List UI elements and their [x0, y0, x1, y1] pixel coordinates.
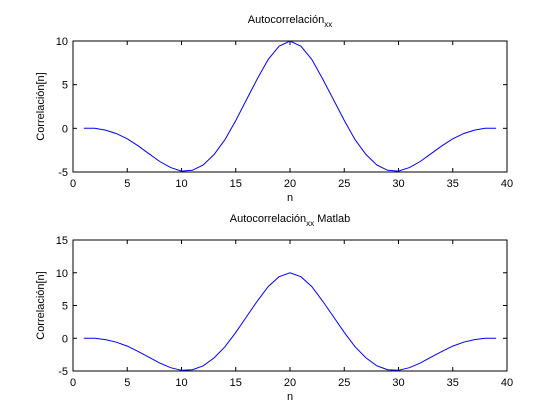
subplot-1: 0 5 10 15 20 25 30 35 40-50510Autocorrelaciónxxn…	[35, 14, 513, 204]
y-axis-label: Correlación[n]	[35, 271, 47, 339]
x-tick-label: 10	[175, 178, 187, 190]
x-tick-label: 40	[501, 377, 513, 389]
x-tick-label: 20	[284, 377, 296, 389]
chart-title: Autocorrelaciónxx	[248, 14, 332, 29]
series-line	[83, 272, 497, 371]
y-tick-label: 0	[62, 123, 68, 135]
x-tick-label: 25	[338, 377, 350, 389]
x-tick-label: 10	[175, 377, 187, 389]
series-line	[83, 40, 497, 172]
x-tick-label: 15	[230, 178, 242, 190]
y-tick-label: -5	[58, 167, 68, 179]
chart-title-suffix: Matlab	[314, 213, 350, 225]
x-tick-label: 5	[124, 377, 130, 389]
y-tick-label: 5	[62, 301, 68, 313]
x-tick-label: 35	[447, 377, 459, 389]
chart-title-subscript: xx	[306, 219, 314, 228]
y-tick-label: -5	[58, 366, 68, 378]
y-tick-label: 5	[62, 80, 68, 92]
chart-title-subscript: xx	[324, 20, 332, 29]
y-tick-label: 15	[56, 235, 68, 247]
y-tick-label: 10	[56, 268, 68, 280]
x-tick-label: 5	[124, 178, 130, 190]
x-tick-label: 0	[70, 377, 76, 389]
chart-title: Autocorrelaciónxx Matlab	[230, 213, 351, 228]
x-axis-label: n	[287, 391, 293, 403]
chart-title-text: Autocorrelación	[230, 213, 306, 225]
chart-title-text: Autocorrelación	[248, 14, 324, 26]
x-tick-label: 15	[230, 377, 242, 389]
x-tick-label: 0	[70, 178, 76, 190]
x-tick-label: 20	[284, 178, 296, 190]
y-tick-label: 10	[56, 36, 68, 48]
y-tick-label: 0	[62, 333, 68, 345]
x-tick-label: 40	[501, 178, 513, 190]
x-tick-label: 25	[338, 178, 350, 190]
subplot-2: 0 5 10 15 20 25 30 35 40-5051015Autocorrelaciónx…	[35, 213, 513, 403]
plot-area	[72, 40, 508, 173]
y-axis-label: Correlación[n]	[35, 72, 47, 140]
x-tick-label: 35	[447, 178, 459, 190]
x-tick-label: 30	[392, 178, 404, 190]
x-axis-label: n	[287, 192, 293, 204]
x-tick-label: 30	[392, 377, 404, 389]
